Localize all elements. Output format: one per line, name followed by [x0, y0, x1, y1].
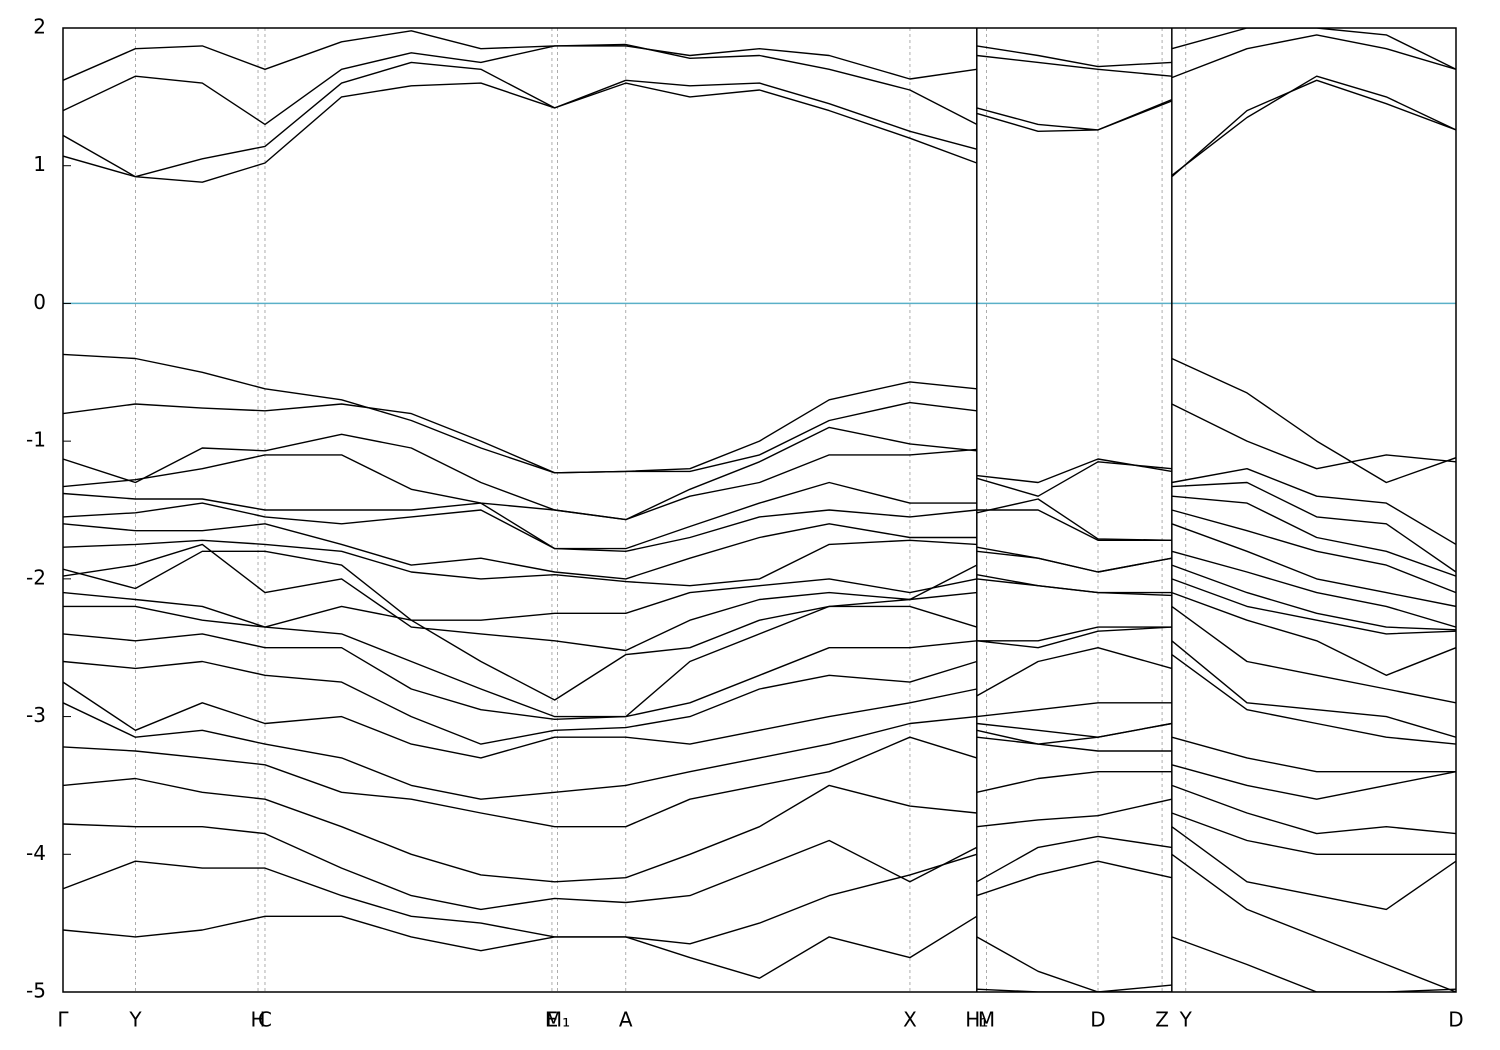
x-tick-label: M₁	[545, 1008, 570, 1032]
band	[63, 539, 1456, 628]
band	[63, 34, 1456, 126]
band	[63, 28, 1456, 81]
y-tick-label: -2	[26, 565, 46, 589]
band	[63, 654, 1456, 745]
band	[63, 401, 1456, 497]
band	[63, 502, 1456, 594]
band	[63, 736, 1456, 835]
band	[63, 853, 1456, 992]
x-tick-label: A	[619, 1008, 633, 1032]
x-tick-label: H	[250, 1008, 265, 1032]
y-tick-label: 0	[33, 290, 46, 314]
band	[63, 543, 1456, 652]
x-tick-label: C	[258, 1008, 272, 1032]
y-tick-label: -3	[26, 703, 46, 727]
y-tick-label: -4	[26, 841, 46, 865]
band	[63, 550, 1456, 642]
band	[63, 61, 1456, 178]
band	[63, 777, 1456, 883]
band	[63, 702, 1456, 800]
band	[63, 605, 1456, 718]
y-tick-label: -1	[26, 428, 46, 452]
band	[63, 591, 1456, 701]
band	[63, 915, 1456, 992]
x-tick-label: Z	[1155, 1008, 1169, 1032]
x-tick-label: M	[978, 1008, 995, 1032]
bands	[63, 28, 1456, 992]
x-tick-label: E	[546, 1008, 559, 1032]
band	[63, 681, 1456, 773]
band	[63, 448, 1456, 573]
x-tick-label: D	[1448, 1008, 1463, 1032]
x-tick-label: Y	[1179, 1008, 1193, 1032]
x-tick-label: Γ	[57, 1008, 69, 1032]
y-tick-label: 2	[33, 15, 46, 39]
x-tick-label: D	[1090, 1008, 1105, 1032]
x-tick-label: Y	[128, 1008, 142, 1032]
y-tick-label: 1	[33, 152, 46, 176]
plot-frame	[62, 27, 1457, 993]
x-tick-label: H₁	[965, 1008, 988, 1032]
x-tick-label: X	[903, 1008, 917, 1032]
y-tick-label: -5	[26, 979, 46, 1003]
band	[63, 823, 1456, 911]
